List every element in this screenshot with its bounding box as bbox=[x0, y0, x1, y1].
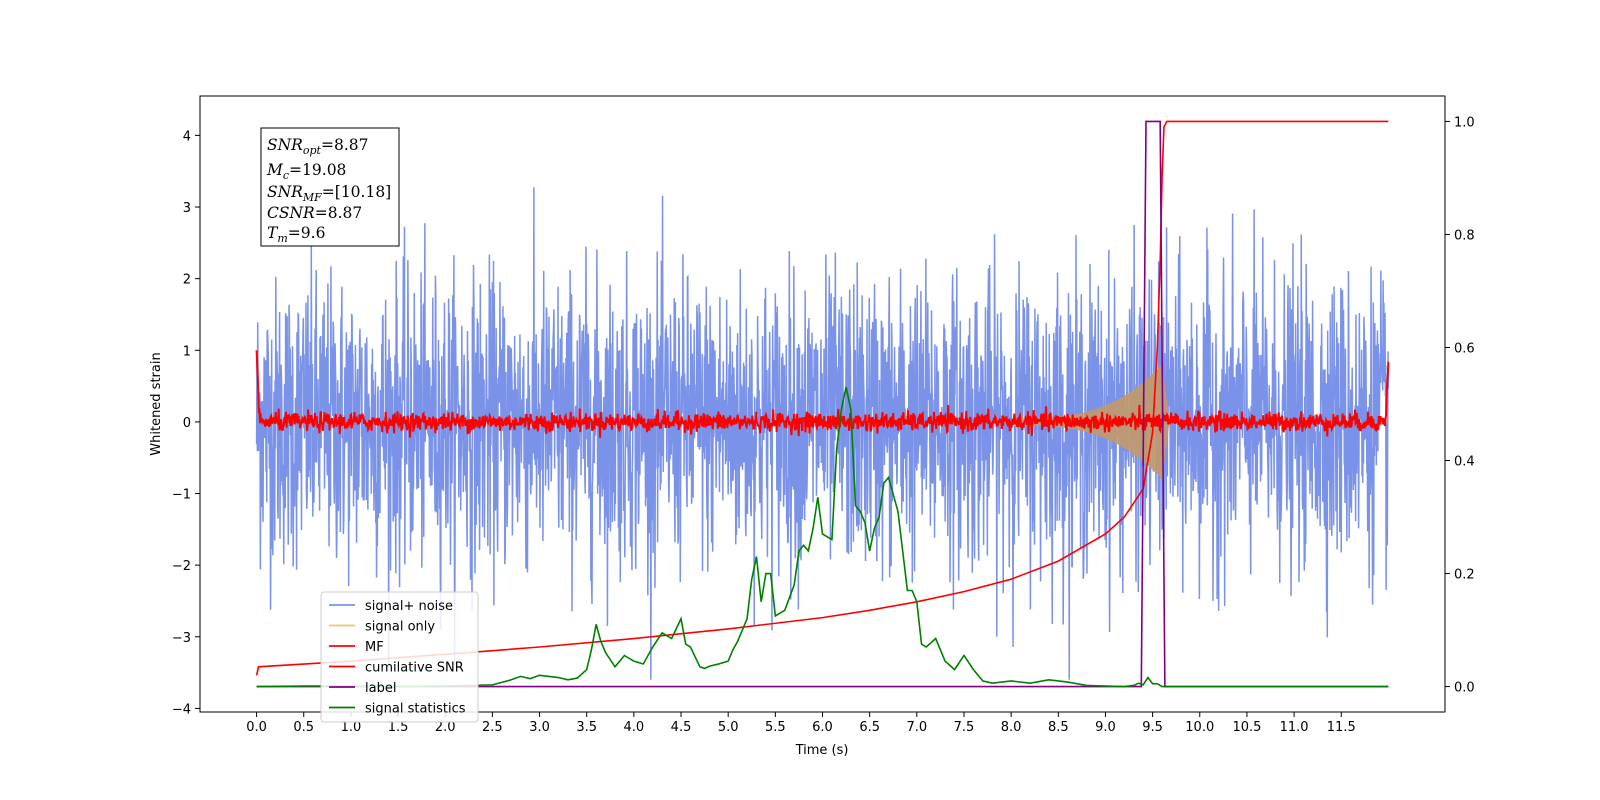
x-tick-label: 7.5 bbox=[954, 720, 975, 735]
x-tick-label: 1.0 bbox=[341, 720, 362, 735]
y-left-tick-label: −2 bbox=[172, 559, 191, 574]
y-left-tick-label: 1 bbox=[183, 344, 191, 359]
info-mc: Mc=19.08 bbox=[266, 161, 346, 182]
series-mf bbox=[255, 350, 1390, 438]
x-tick-label: 0.5 bbox=[293, 720, 314, 735]
y-right-tick-label: 0.8 bbox=[1454, 228, 1475, 243]
y-right-tick-label: 0.6 bbox=[1454, 341, 1475, 356]
x-tick-label: 10.5 bbox=[1232, 720, 1261, 735]
x-tick-label: 6.0 bbox=[812, 720, 833, 735]
y-right-tick-label: 0.2 bbox=[1454, 568, 1475, 583]
y-axis-right: 1.0 0.8 0.6 0.4 0.2 0.0 bbox=[1445, 115, 1475, 696]
x-tick-label: 3.0 bbox=[529, 720, 550, 735]
y-left-tick-label: 3 bbox=[183, 201, 191, 216]
info-box: SNRopt=8.87 Mc=19.08 SNRMF=[10.18] CSNR=… bbox=[260, 127, 400, 247]
info-csnr: CSNR=8.87 bbox=[267, 204, 362, 222]
x-tick-label: 6.5 bbox=[859, 720, 880, 735]
x-tick-label: 10.0 bbox=[1185, 720, 1214, 735]
x-tick-label: 1.5 bbox=[388, 720, 409, 735]
x-axis: 0.0 0.5 1.0 1.5 2.0 2.5 3.0 3.5 4.0 4.5 5.0 5.5 6.0 6… bbox=[246, 712, 1356, 735]
legend-label: signal statistics bbox=[365, 702, 466, 717]
y-left-tick-label: −1 bbox=[172, 488, 191, 503]
legend-label: signal+ noise bbox=[365, 599, 453, 614]
x-tick-label: 5.5 bbox=[765, 720, 786, 735]
y-right-tick-label: 1.0 bbox=[1454, 115, 1475, 130]
x-tick-label: 2.0 bbox=[435, 720, 456, 735]
y-left-tick-label: 0 bbox=[183, 416, 191, 431]
y-axis-left: 4 3 2 1 0 −1 −2 −3 −4 bbox=[172, 129, 200, 717]
x-axis-label: Time (s) bbox=[795, 743, 849, 758]
info-snr-mf: SNRMF=[10.18] bbox=[267, 183, 391, 204]
y-left-tick-label: 4 bbox=[183, 129, 191, 144]
legend-label: label bbox=[365, 681, 396, 696]
x-tick-label: 8.5 bbox=[1048, 720, 1069, 735]
y-right-tick-label: 0.0 bbox=[1454, 681, 1475, 696]
legend-label: cumilative SNR bbox=[365, 661, 464, 676]
y-left-tick-label: −3 bbox=[172, 631, 191, 646]
x-tick-label: 4.5 bbox=[671, 720, 692, 735]
y-axis-label: Whitened strain bbox=[149, 352, 164, 455]
x-tick-label: 8.0 bbox=[1001, 720, 1022, 735]
legend-label: signal only bbox=[365, 620, 435, 635]
x-tick-label: 2.5 bbox=[482, 720, 503, 735]
x-tick-label: 9.0 bbox=[1095, 720, 1116, 735]
x-tick-label: 5.0 bbox=[718, 720, 739, 735]
y-left-tick-label: 2 bbox=[183, 273, 191, 288]
x-tick-label: 3.5 bbox=[576, 720, 597, 735]
x-tick-label: 9.5 bbox=[1142, 720, 1163, 735]
info-tm: Tm=9.6 bbox=[267, 224, 325, 245]
legend: signal+ noise signal only MF cumilative SNR… bbox=[320, 591, 479, 723]
legend-label: MF bbox=[365, 640, 384, 655]
x-tick-label: 11.0 bbox=[1280, 720, 1309, 735]
series-signal-statistics bbox=[256, 386, 1389, 688]
y-right-tick-label: 0.4 bbox=[1454, 455, 1475, 470]
x-tick-label: 0.0 bbox=[246, 720, 267, 735]
y-left-tick-label: −4 bbox=[172, 702, 191, 717]
info-snr-opt: SNRopt=8.87 bbox=[267, 136, 368, 157]
x-tick-label: 7.0 bbox=[906, 720, 927, 735]
x-tick-label: 11.5 bbox=[1327, 720, 1356, 735]
x-tick-label: 4.0 bbox=[624, 720, 645, 735]
